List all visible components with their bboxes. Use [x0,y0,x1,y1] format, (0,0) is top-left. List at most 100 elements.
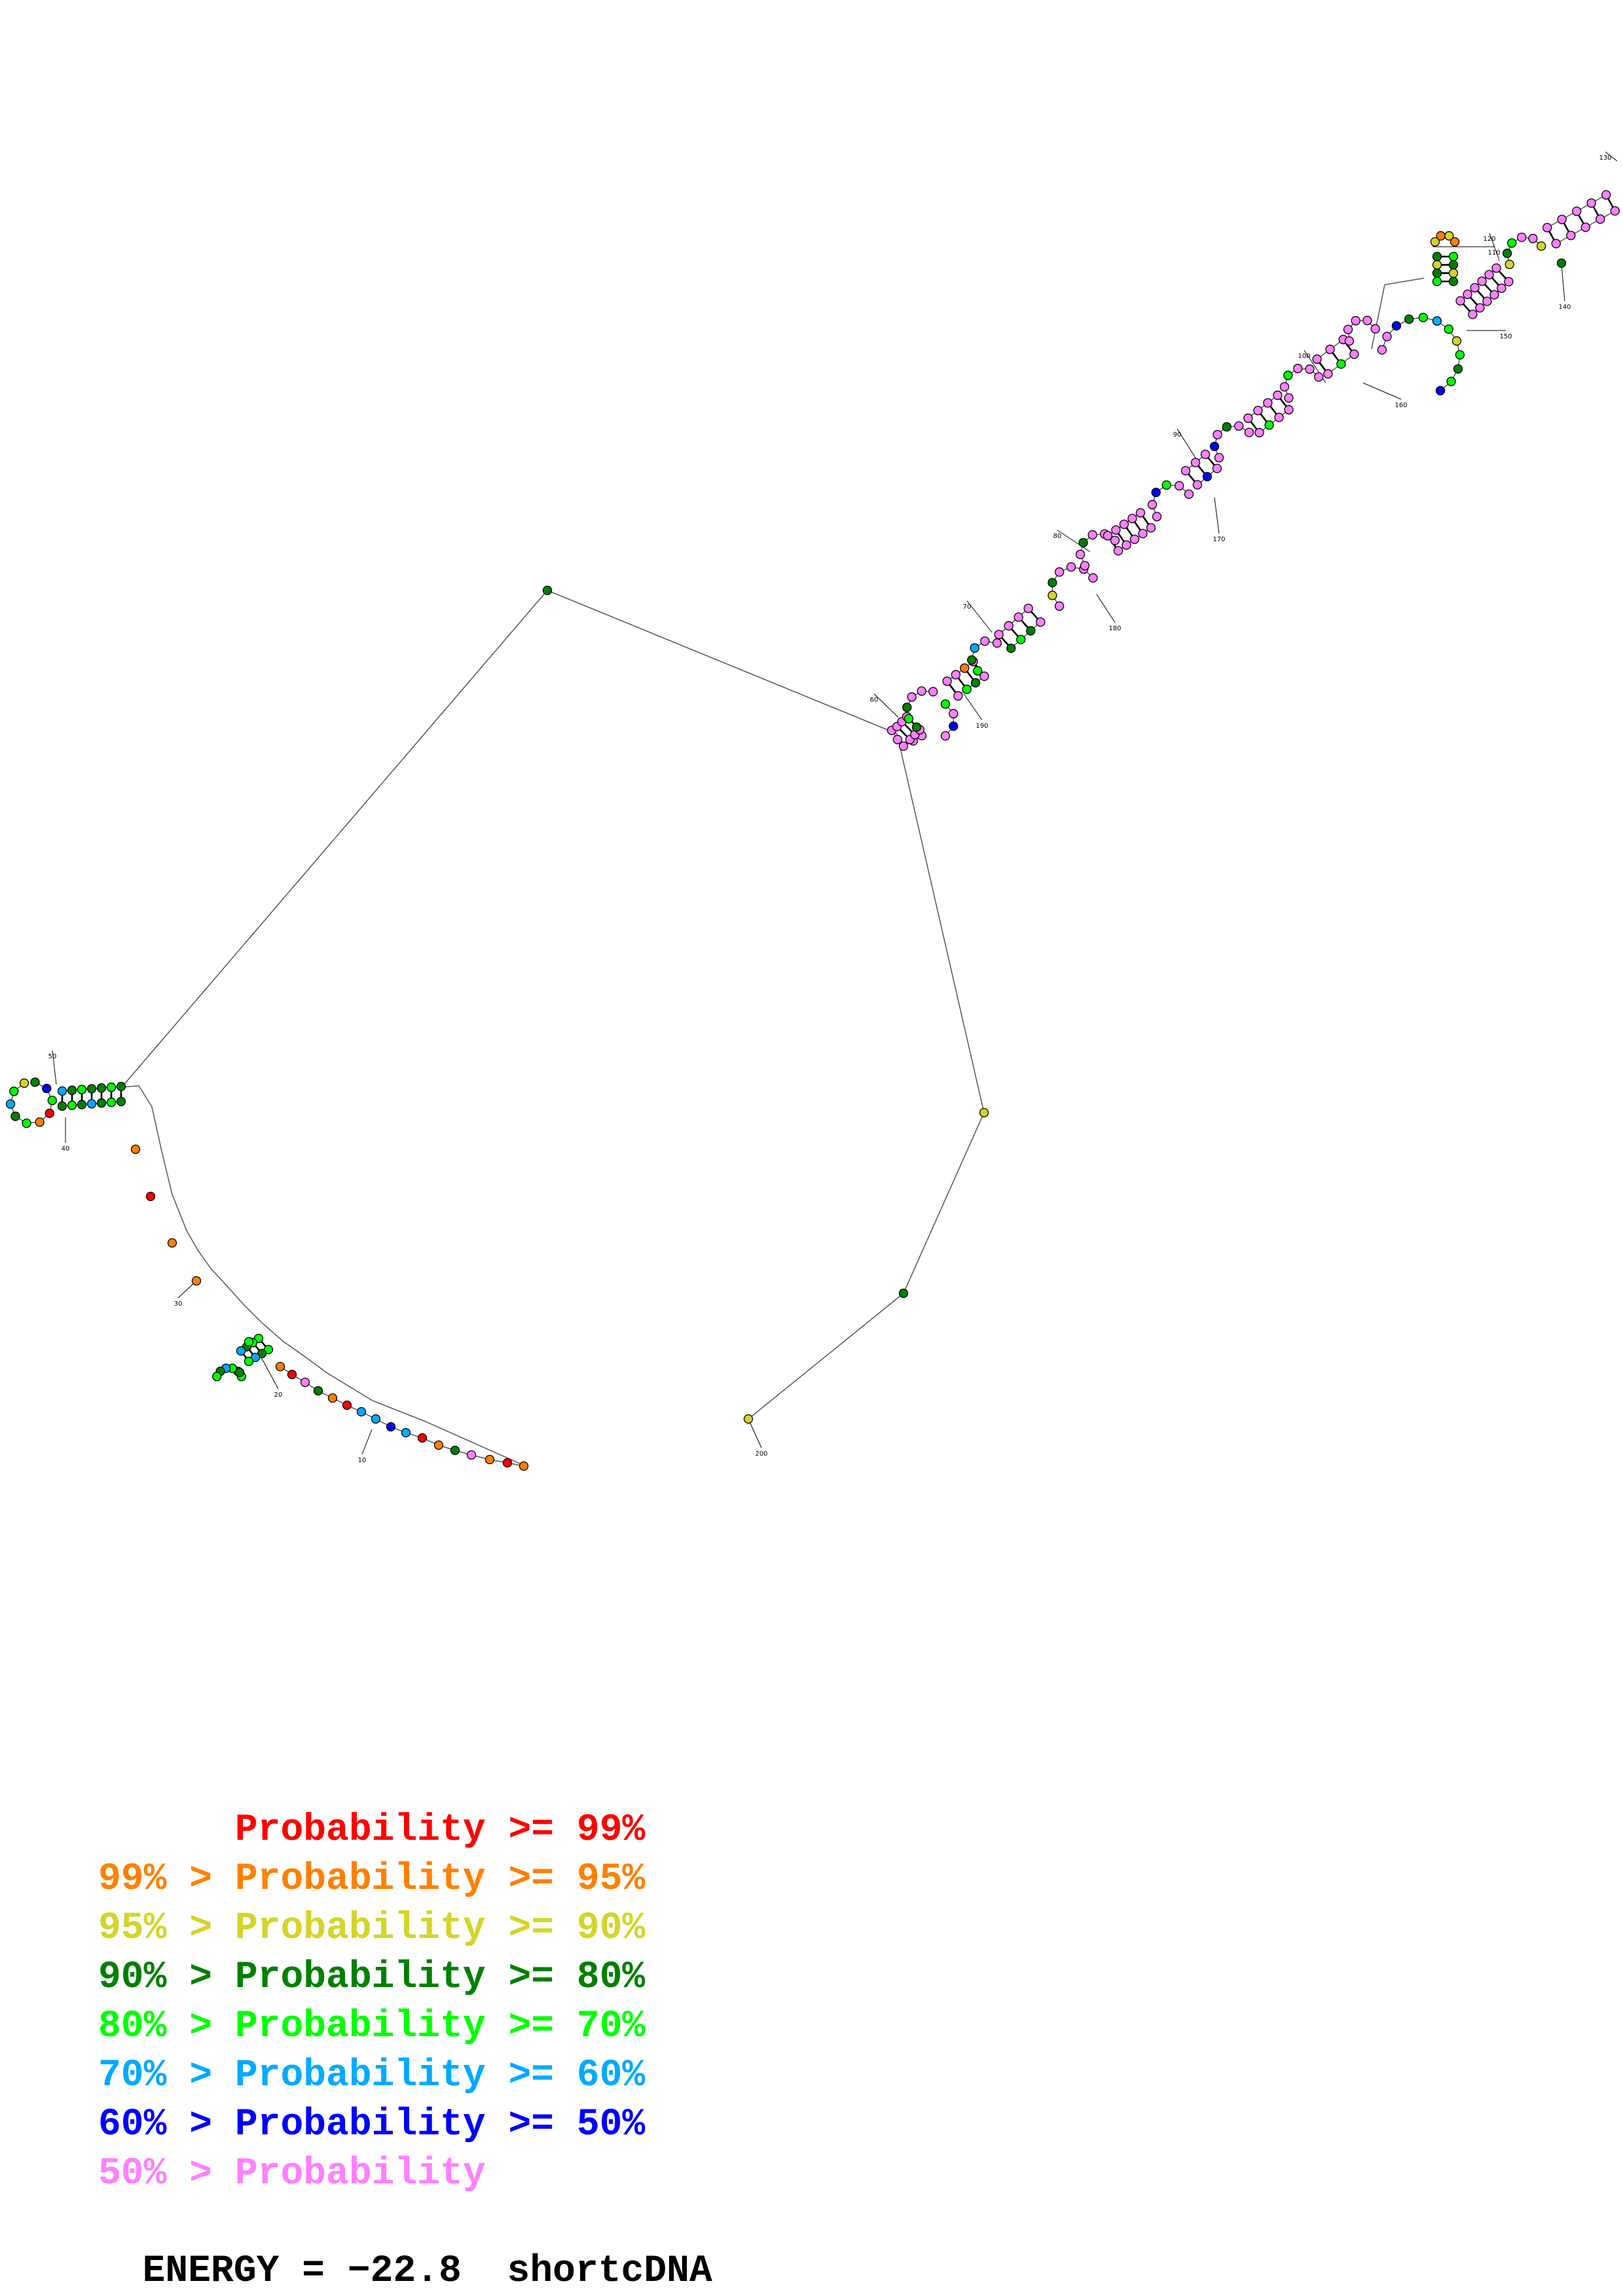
position-label: 60 [870,696,879,704]
nucleotide [1013,612,1023,622]
position-tick [1561,264,1565,302]
backbone-segment [1384,278,1425,285]
position-label: 20 [274,1391,283,1399]
nucleotide [1293,363,1303,374]
position-label: 190 [976,723,988,730]
nucleotide [191,1276,202,1286]
nucleotide [116,1096,126,1107]
position-tick [361,1429,373,1455]
nucleotide [1026,626,1036,636]
nucleotide [145,1191,156,1202]
nucleotide [1016,634,1026,645]
nucleotide [1477,276,1487,286]
nucleotide [1349,350,1359,359]
position-tick [1176,428,1199,463]
nucleotide [1475,303,1485,313]
nucleotide [1305,364,1315,374]
nucleotide [942,676,952,686]
nucleotide [1453,364,1463,374]
nucleotide [1323,369,1333,379]
nucleotide [1312,354,1322,364]
nucleotide [1175,481,1184,491]
legend-entry: 60% > Probability >= 50% [98,2104,646,2146]
nucleotide [1448,268,1459,278]
nucleotide [1087,530,1097,540]
nucleotide [1253,406,1263,416]
nucleotide [450,1445,460,1456]
nucleotide [356,1407,367,1417]
nucleotide [1557,215,1567,224]
nucleotide [86,1084,97,1094]
nucleotide [1432,268,1442,278]
nucleotide [1284,393,1294,403]
position-label: 110 [1487,249,1500,257]
nucleotide [1135,508,1146,518]
nucleotide [327,1393,338,1403]
nucleotide [1264,420,1274,430]
nucleotide [1450,237,1460,247]
nucleotide [96,1083,107,1093]
nucleotide [1336,359,1346,369]
nucleotide [19,1078,29,1088]
nucleotide [1470,283,1480,293]
nucleotide [167,1238,177,1248]
position-tick [52,1050,57,1085]
nucleotide [1455,296,1465,306]
nucleotide [1377,345,1387,355]
nucleotide [1254,427,1264,438]
nucleotide [951,670,961,679]
nucleotide [236,1346,246,1356]
nucleotide [106,1098,117,1107]
nucleotide [1491,263,1501,273]
nucleotide [1344,336,1355,346]
nucleotide [898,1288,909,1299]
nucleotide [960,663,970,673]
nucleotide [1214,453,1224,463]
nucleotide [371,1414,381,1424]
nucleotide [1435,386,1446,396]
nucleotide [484,1454,495,1465]
backbone-segment [957,675,985,696]
nucleotide [1129,534,1140,545]
nucleotide [1446,376,1456,386]
nucleotide [1362,315,1372,325]
energy-footer: ENERGY = −22.8 shortcDNA [97,2215,712,2291]
nucleotide [1209,441,1220,452]
nucleotide [47,1096,57,1105]
nucleotide [1263,398,1273,408]
nucleotide [903,714,914,724]
nucleotide [1127,514,1137,524]
nucleotide [1432,260,1442,270]
nucleotide [1314,372,1324,382]
nucleotide [892,734,903,745]
nucleotide [386,1422,396,1432]
nucleotide [1482,296,1492,306]
nucleotide [992,638,1002,648]
nucleotide [1190,457,1201,467]
nucleotide [1432,251,1442,262]
nucleotide [1283,370,1293,380]
nucleotide [928,687,938,696]
nucleotide [9,1086,19,1096]
nucleotide [116,1081,126,1092]
nucleotide [1151,488,1161,497]
nucleotide [1152,512,1162,522]
nucleotide [1455,350,1465,360]
nucleotide [502,1458,513,1468]
nucleotide [994,630,1004,639]
nucleotide [1184,489,1194,499]
nucleotide [962,685,972,694]
position-label: 30 [174,1300,183,1308]
nucleotide [1078,537,1088,548]
nucleotide-layer [5,190,1620,1471]
nucleotide [342,1400,352,1410]
nucleotide [1004,621,1013,631]
nucleotide [10,1111,20,1121]
nucleotide [1279,382,1290,392]
nucleotide [1566,230,1576,240]
nucleotide [86,1099,97,1109]
nucleotide [1572,206,1582,216]
backbone-segment [121,1085,528,1467]
nucleotide [212,1372,222,1382]
nucleotide [1451,336,1462,346]
